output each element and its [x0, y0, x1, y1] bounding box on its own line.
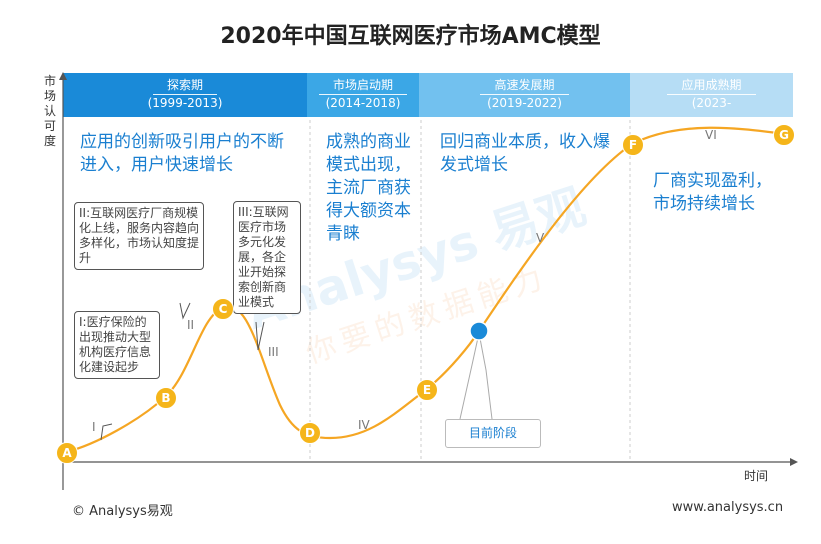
x-axis-label: 时间 [744, 469, 769, 483]
chart-title: 2020年中国互联网医疗市场AMC模型 [220, 24, 601, 49]
curve-point-d: D [299, 422, 321, 444]
curve-point-c: C [212, 298, 234, 320]
curve-point-b: B [155, 387, 177, 409]
stage-annotation: II:互联网医疗厂商规模化上线，服务内容趋向多样化，市场认知度提升 [74, 202, 204, 270]
curve-point-a: A [56, 442, 78, 464]
current-position-marker [469, 321, 489, 341]
curve-point-g: G [773, 124, 795, 146]
copyright: © Analysys易观 [72, 504, 173, 519]
phase-years: (1999-2013) [147, 96, 223, 110]
current-stage-label: 目前阶段 [445, 419, 541, 448]
amc-curve-line [65, 126, 785, 454]
bubble-pointer [179, 302, 191, 320]
curve-point-f: F [622, 134, 644, 156]
segment-label: III [268, 345, 279, 359]
bubble-pointer [100, 423, 113, 441]
current-pointer [478, 332, 493, 420]
website-url: www.analysys.cn [672, 500, 784, 515]
phase-years: (2019-2022) [487, 96, 562, 110]
segment-label: IV [358, 418, 370, 432]
curve-point-e: E [416, 379, 438, 401]
phase-launch: 市场启动期 (2014-2018) [307, 73, 419, 117]
phase-description: 回归商业本质，收入爆发式增长 [440, 132, 610, 175]
segment-label: VI [705, 128, 717, 142]
y-axis-arrow [59, 72, 67, 80]
stage-annotation: III:互联网医疗市场多元化发展，各企业开始探索创新商业模式 [233, 201, 301, 314]
y-axis-label: 市场认可度 [44, 74, 57, 148]
phase-description: 成熟的商业模式出现，主流厂商获得大额资本青睐 [326, 132, 411, 244]
phase-mature: 应用成熟期 (2023- [630, 73, 793, 117]
segment-label: II [187, 318, 195, 332]
phase-years: (2023- [691, 96, 732, 110]
segment-label: V [536, 231, 545, 245]
stage-annotation: I:医疗保险的出现推动大型机构医疗信息化建设起步 [74, 311, 160, 379]
phase-growth: 高速发展期 (2019-2022) [419, 73, 630, 117]
bubble-pointer [255, 321, 265, 351]
segment-label: I [92, 420, 96, 434]
current-pointer [459, 332, 480, 420]
phase-description: 应用的创新吸引用户的不断进入，用户快速增长 [80, 132, 284, 175]
phase-years: (2014-2018) [325, 96, 401, 110]
x-axis-arrow [790, 458, 798, 466]
phase-description: 厂商实现盈利，市场持续增长 [653, 171, 772, 214]
phase-exploration: 探索期 (1999-2013) [63, 73, 307, 117]
